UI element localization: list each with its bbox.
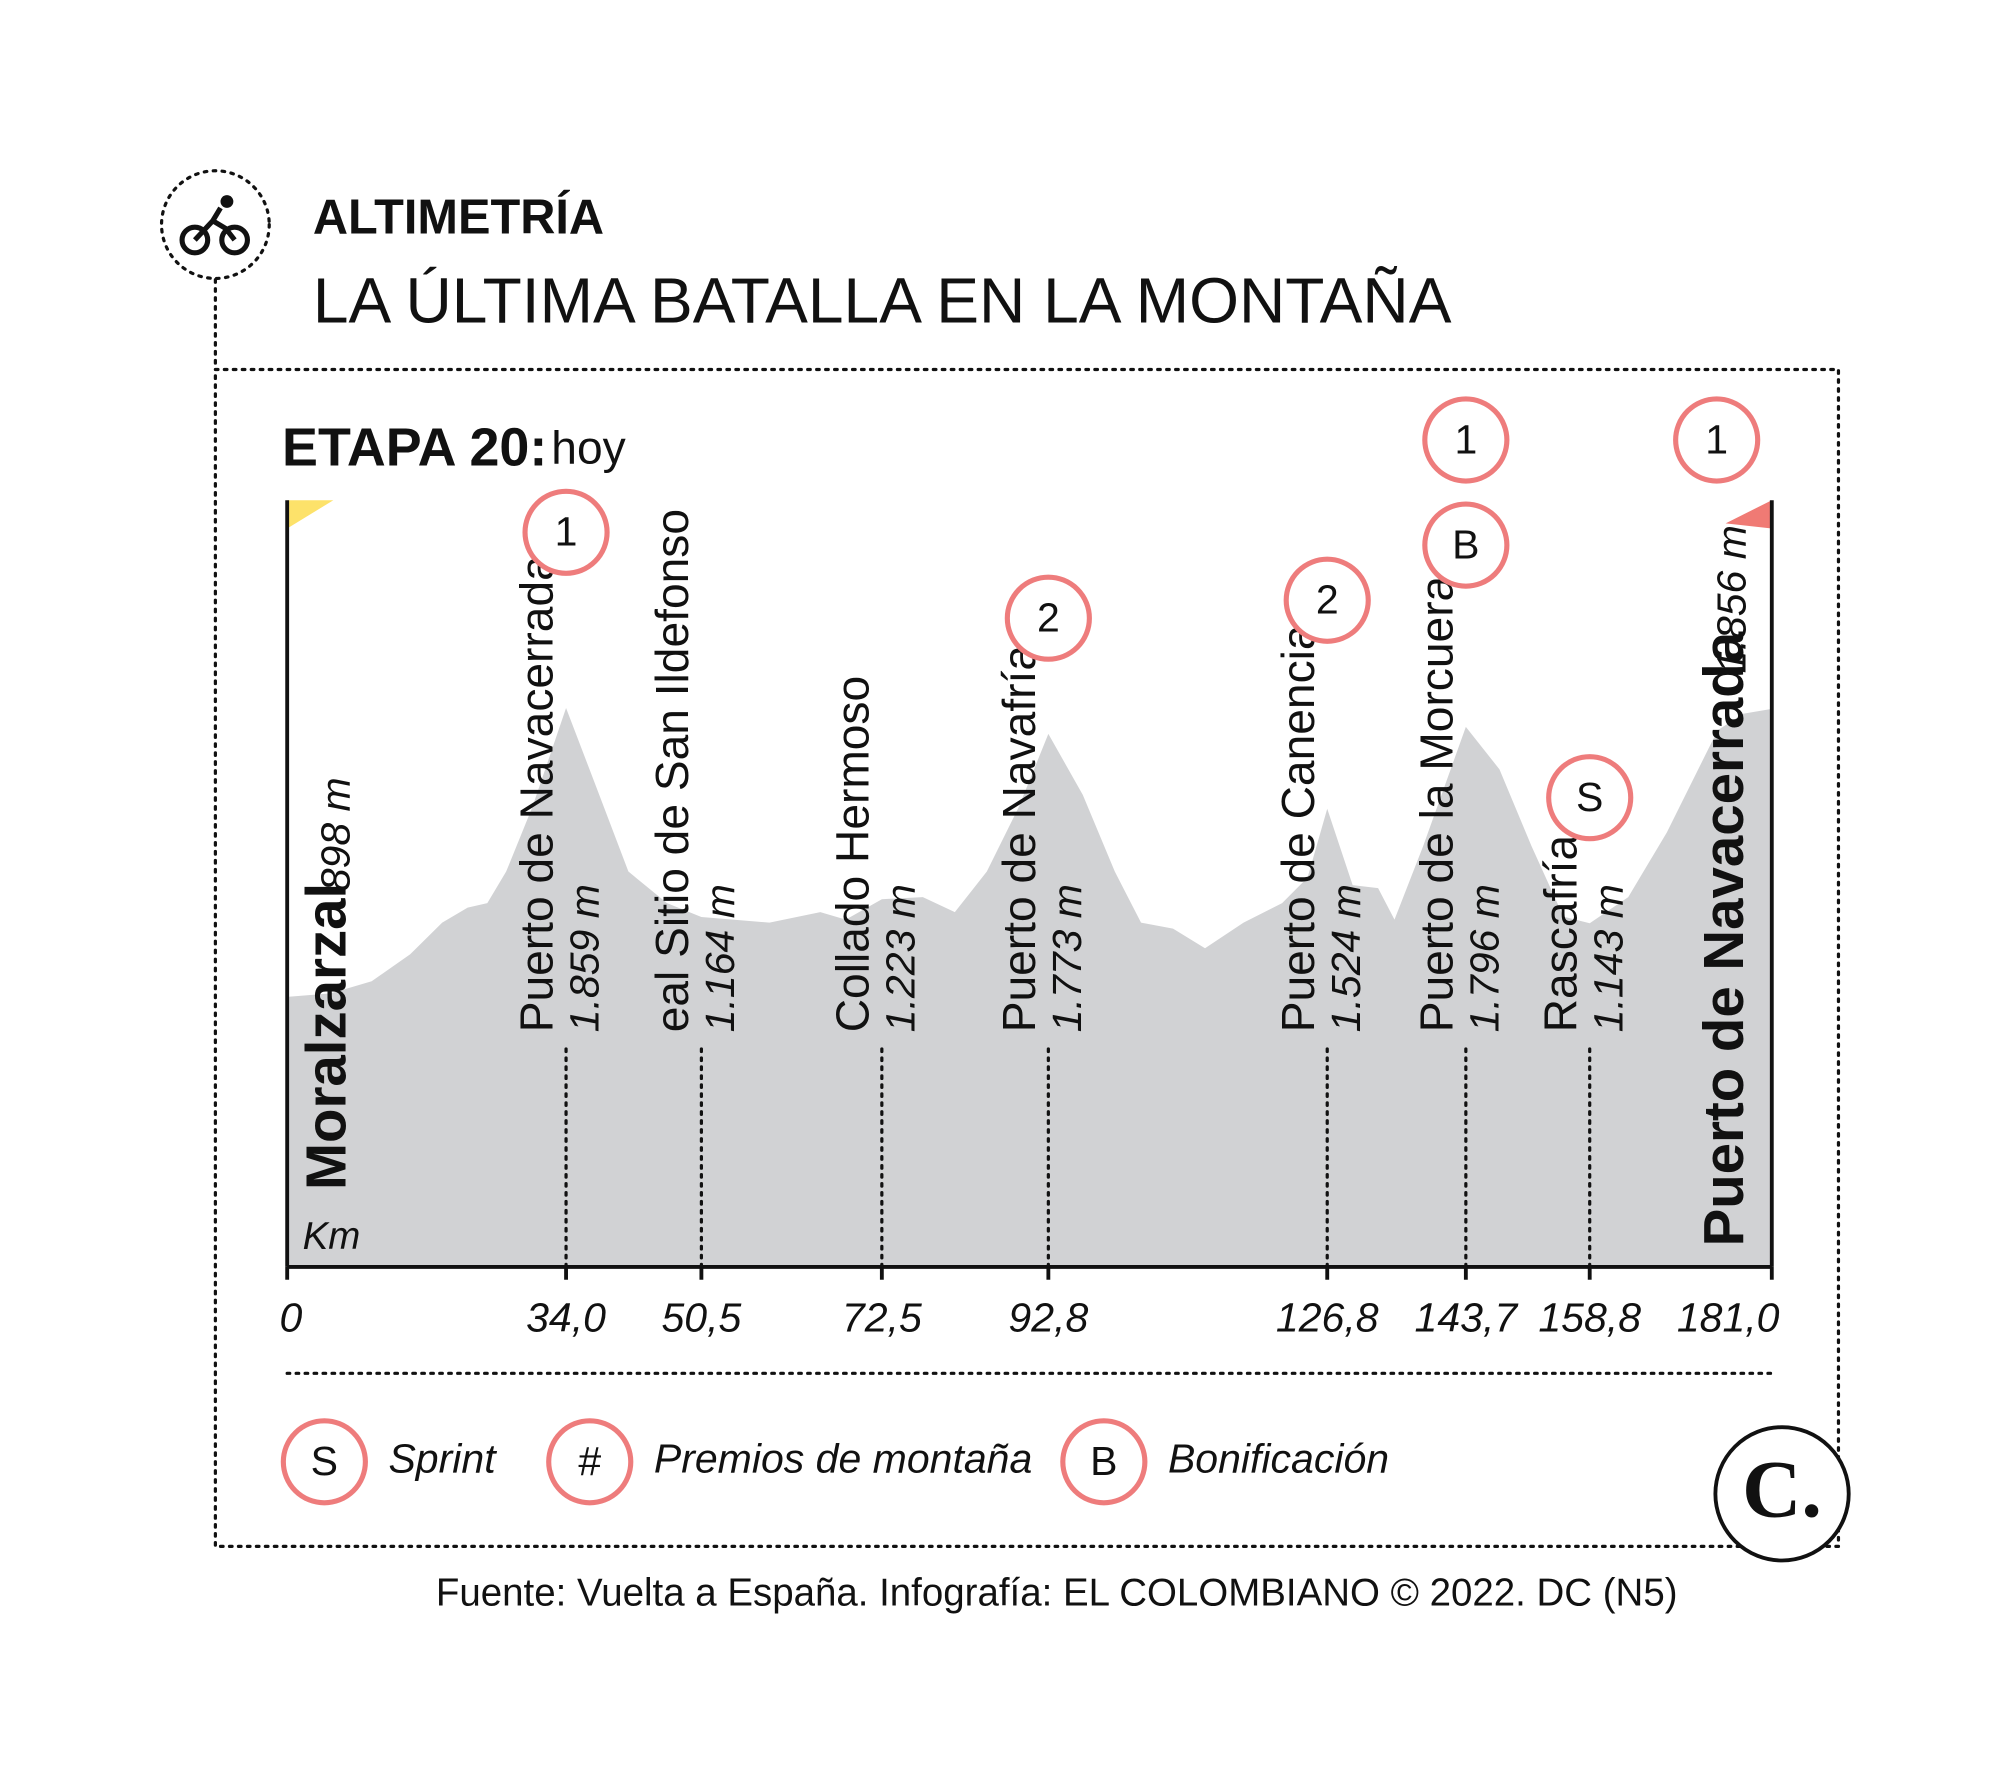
frame <box>213 367 1841 1549</box>
badge <box>1422 396 1510 484</box>
stage-day: hoy <box>551 422 625 474</box>
point-elevation: 1.524 m <box>1323 884 1369 1032</box>
badge-label: S <box>1576 774 1603 820</box>
badge-label: 1 <box>555 509 578 555</box>
badge-label: 2 <box>1316 577 1339 623</box>
badge <box>1060 1418 1148 1506</box>
point-elevation: 1.143 m <box>1585 884 1631 1032</box>
point-name: Puerto de Navacerrada <box>511 555 563 1032</box>
finish-name: Puerto de Navacerrada <box>1692 631 1755 1246</box>
badge <box>1004 574 1092 662</box>
badge <box>546 1418 634 1506</box>
badge-label: # <box>578 1438 601 1484</box>
elevation-profile <box>287 707 1772 1267</box>
chart-title: LA ÚLTIMA BATALLA EN LA MONTAÑA <box>313 264 1452 336</box>
badge-label: 2 <box>1037 595 1060 641</box>
badge <box>1283 556 1371 644</box>
badge <box>522 488 610 576</box>
x-tick-label: 181,0 <box>1677 1295 1780 1341</box>
x-tick-label: 126,8 <box>1276 1295 1379 1341</box>
point-name: eal Sitio de San Ildefonso <box>646 509 698 1032</box>
start-flag <box>287 500 334 529</box>
x-tick-label: 0 <box>279 1295 302 1341</box>
source: Fuente: Vuelta a España. Infografía: EL … <box>436 1571 1678 1614</box>
point-elevation: 1.796 m <box>1461 884 1507 1032</box>
point-elevation: 1.164 m <box>697 884 743 1032</box>
start-name: Moralzarzal <box>295 883 358 1190</box>
point-elevation: 1.223 m <box>877 884 923 1032</box>
badge <box>1673 396 1761 484</box>
kicker: ALTIMETRÍA <box>313 191 604 245</box>
finish-elevation: 1.856 m <box>1708 525 1754 673</box>
start-elevation: 898 m <box>312 777 358 891</box>
x-axis-label: Km <box>303 1215 361 1258</box>
point-elevation: 1.859 m <box>562 884 608 1032</box>
legend-label: Premios de montaña <box>654 1436 1032 1482</box>
legend-label: Sprint <box>388 1436 497 1482</box>
x-tick-label: 143,7 <box>1415 1295 1520 1341</box>
logo: C. <box>1742 1444 1822 1535</box>
x-tick-label: 50,5 <box>661 1295 741 1341</box>
x-tick-label: 34,0 <box>526 1295 606 1341</box>
badge-label: 1 <box>1705 416 1728 462</box>
point-name: Puerto de Canencia <box>1272 624 1324 1032</box>
badge-label: B <box>1090 1438 1117 1484</box>
point-name: Puerto de Navafría <box>993 645 1045 1033</box>
badge-label: B <box>1452 522 1479 568</box>
point-name: Rascafría <box>1534 835 1586 1033</box>
badge <box>280 1418 368 1506</box>
badge-label: 1 <box>1454 416 1477 462</box>
x-tick-label: 72,5 <box>842 1295 922 1341</box>
legend-label: Bonificación <box>1168 1436 1389 1482</box>
badge <box>1422 501 1510 589</box>
point-name: Collado Hermoso <box>826 676 878 1032</box>
badge <box>1546 754 1634 842</box>
logo-ring <box>1713 1425 1851 1563</box>
finish-flag <box>1725 500 1772 529</box>
cyclist-icon <box>179 195 251 256</box>
x-tick-label: 92,8 <box>1008 1295 1088 1341</box>
badge-label: S <box>311 1438 338 1484</box>
x-tick-label: 158,8 <box>1538 1295 1641 1341</box>
stage: ETAPA 20: <box>282 418 547 478</box>
point-name: Puerto de la Morcuera <box>1410 575 1462 1032</box>
point-elevation: 1.773 m <box>1044 884 1090 1032</box>
